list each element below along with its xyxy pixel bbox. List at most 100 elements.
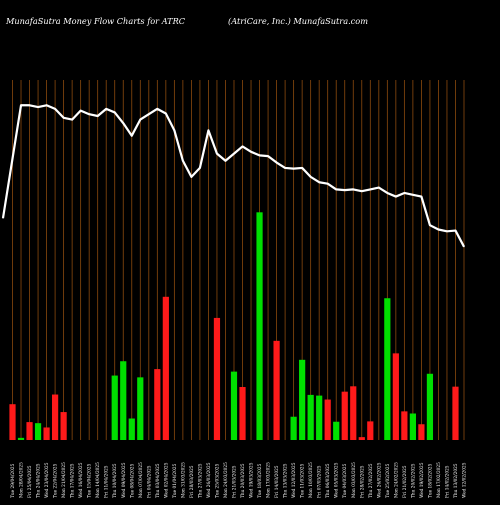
line-point xyxy=(199,167,201,169)
x-tick-label: Fri 04/04/2025 xyxy=(147,465,152,498)
line-point xyxy=(361,190,363,192)
x-tick-label: Fri 25/04/2025 xyxy=(28,465,33,498)
line-point xyxy=(97,115,99,117)
line-point xyxy=(122,122,124,124)
line-point xyxy=(446,230,448,232)
line-point xyxy=(275,161,278,164)
x-tick-label: Mon 07/04/2025 xyxy=(139,462,144,498)
bar-mon-24-feb xyxy=(392,353,399,440)
bar-thu-24-apr xyxy=(34,423,42,440)
bar-wed-05-mar xyxy=(333,421,340,440)
x-tick-label: Thu 24/04/2025 xyxy=(37,463,42,498)
x-tick-label: Thu 10/04/2025 xyxy=(113,463,118,498)
bar-mon-10-mar xyxy=(307,394,314,440)
line-point xyxy=(420,195,423,198)
x-tick-label: Tue 22/04/2025 xyxy=(54,463,59,498)
x-tick-label: Thu 06/03/2025 xyxy=(326,463,331,498)
line-point xyxy=(20,104,22,106)
x-tick-label: Fri 21/03/2025 xyxy=(232,465,237,498)
line-point xyxy=(88,113,90,115)
line-point xyxy=(173,129,175,131)
bar-tue-11-mar xyxy=(299,359,306,440)
line-point xyxy=(429,224,431,226)
bar-thu-20-mar xyxy=(239,387,246,440)
x-tick-label: Wed 12/02/2025 xyxy=(463,462,468,498)
line-point xyxy=(2,217,4,219)
x-tick-label: Wed 05/03/2025 xyxy=(335,462,340,498)
x-tick-label: Mon 17/03/2025 xyxy=(267,462,272,498)
x-tick-label: Tue 01/04/2025 xyxy=(173,463,178,498)
line-point xyxy=(267,155,269,157)
line-point xyxy=(148,113,150,115)
bar-tue-29-apr xyxy=(9,404,16,440)
line-point xyxy=(165,112,167,115)
bar-wed-09-apr xyxy=(120,361,127,440)
line-point xyxy=(463,246,465,248)
line-point xyxy=(80,110,82,112)
x-tick-label: Mon 14/04/2025 xyxy=(96,462,101,498)
x-tick-label: Tue 04/03/2025 xyxy=(343,463,348,498)
line-point xyxy=(233,153,235,155)
x-tick-label: Thu 13/03/2025 xyxy=(284,463,289,498)
line-point xyxy=(344,189,346,191)
line-point xyxy=(190,176,192,178)
x-tick-label: Thu 17/04/2025 xyxy=(71,463,76,498)
bar-thu-27-feb xyxy=(367,421,374,440)
x-tick-label: Fri 07/03/2025 xyxy=(318,465,323,498)
bar-tue-08-apr xyxy=(128,418,135,440)
bar-tue-22-apr xyxy=(51,394,59,440)
x-tick-label: Mon 24/02/2025 xyxy=(394,462,399,498)
bar-thu-06-mar xyxy=(324,399,331,440)
x-tick-label: Fri 28/03/2025 xyxy=(190,465,195,498)
x-tick-labels: Tue 29/04/2025 Mon 28/04/2025 Fri 25/04/20… xyxy=(11,462,468,498)
x-tick-label: Fri 21/02/2025 xyxy=(403,465,408,498)
x-tick-label: Fri 14/02/2025 xyxy=(445,465,450,498)
x-tick-label: Mon 03/03/2025 xyxy=(352,462,357,498)
bar-tue-04-mar xyxy=(341,391,348,440)
line-point xyxy=(45,104,48,106)
line-point xyxy=(412,194,414,196)
x-tick-label: Wed 16/04/2025 xyxy=(79,462,84,498)
bar-fri-25-apr xyxy=(26,422,33,440)
bar-wed-19-feb xyxy=(418,424,425,440)
bar-fri-21-mar xyxy=(230,371,238,440)
line-point xyxy=(207,129,210,131)
line-point xyxy=(454,229,457,232)
bar-mon-07-apr xyxy=(137,377,144,440)
x-tick-label: Wed 12/03/2025 xyxy=(292,462,297,498)
bar-tue-18-feb xyxy=(426,373,434,440)
x-tick-label: Wed 26/03/2025 xyxy=(207,462,212,498)
x-tick-label: Tue 08/04/2025 xyxy=(130,463,135,498)
line-point xyxy=(378,187,380,189)
bar-thu-10-apr xyxy=(111,375,118,440)
bar-mon-03-mar xyxy=(350,386,357,440)
bar-tue-18-mar xyxy=(256,212,263,440)
line-point xyxy=(327,183,329,185)
line-point xyxy=(258,154,261,156)
x-tick-label: Thu 20/03/2025 xyxy=(241,463,246,498)
line-point xyxy=(216,153,218,155)
x-tick-label: Mon 24/03/2025 xyxy=(224,462,229,498)
x-tick-label: Wed 26/02/2025 xyxy=(377,462,382,498)
bar-fri-07-mar xyxy=(316,395,323,440)
line-point xyxy=(318,181,320,183)
bar-fri-14-mar xyxy=(273,340,280,440)
line-point xyxy=(131,135,133,137)
x-tick-label: Thu 03/04/2025 xyxy=(156,463,161,498)
bar-mon-28-apr xyxy=(17,437,25,440)
x-tick-label: Fri 14/03/2025 xyxy=(275,465,280,498)
line-point xyxy=(310,176,312,178)
bar-wed-02-apr xyxy=(162,296,169,440)
line-point xyxy=(37,106,39,108)
line-point xyxy=(241,145,244,148)
line-point xyxy=(105,108,107,110)
bar-fri-21-feb xyxy=(401,411,408,440)
bar-tue-25-mar xyxy=(213,317,221,440)
line-point xyxy=(352,188,354,190)
bar-thu-03-apr xyxy=(154,369,161,440)
money-flow-line xyxy=(1,104,465,248)
x-tick-label: Tue 25/03/2025 xyxy=(215,463,220,498)
line-point xyxy=(301,167,303,169)
bar-wed-12-mar xyxy=(290,416,297,440)
